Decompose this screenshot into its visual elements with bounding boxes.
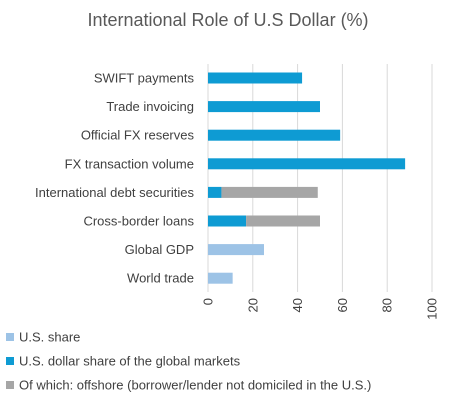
legend-swatch-1 [6, 333, 14, 341]
bar-4-series-2 [208, 158, 406, 170]
bar-6-series-2 [208, 215, 247, 227]
legend-swatch-3 [6, 381, 14, 389]
legend-label-1: U.S. share [19, 330, 80, 345]
category-label: SWIFT payments [94, 71, 195, 86]
legend-label-2: U.S. dollar share of the global markets [19, 354, 241, 369]
x-axis-tick-labels: 0 20 40 60 80 100 [201, 298, 440, 320]
tick-label-80: 80 [380, 298, 395, 312]
bar-1-series-2 [208, 72, 303, 84]
legend-swatch-2 [6, 357, 14, 365]
bar-5-series-2 [208, 186, 222, 198]
legend: U.S. share U.S. dollar share of the globa… [6, 330, 371, 393]
category-label: Global GDP [125, 242, 194, 257]
tick-label-60: 60 [335, 298, 350, 312]
tick-label-40: 40 [290, 298, 305, 312]
category-label: Cross-border loans [83, 214, 194, 229]
chart-title: International Role of U.S Dollar (%) [87, 10, 368, 30]
bar-5-series-3 [221, 186, 318, 198]
bars [208, 72, 406, 284]
category-label: FX transaction volume [65, 156, 194, 171]
tick-label-100: 100 [425, 298, 440, 320]
bar-3-series-2 [208, 129, 341, 141]
bar-6-series-3 [246, 215, 320, 227]
bar-2-series-2 [208, 101, 320, 113]
category-label: International debt securities [35, 185, 194, 200]
category-label: World trade [127, 271, 194, 286]
bar-8-series-1 [208, 272, 233, 284]
gridlines [207, 64, 433, 292]
tick-label-0: 0 [201, 298, 216, 305]
legend-label-3: Of which: offshore (borrower/lender not … [19, 378, 371, 393]
category-label: Official FX reserves [81, 128, 195, 143]
category-label: Trade invoicing [106, 99, 194, 114]
bar-7-series-1 [208, 244, 264, 256]
tick-label-20: 20 [245, 298, 260, 312]
category-labels: SWIFT payments Trade invoicing Official FX… [35, 71, 194, 286]
